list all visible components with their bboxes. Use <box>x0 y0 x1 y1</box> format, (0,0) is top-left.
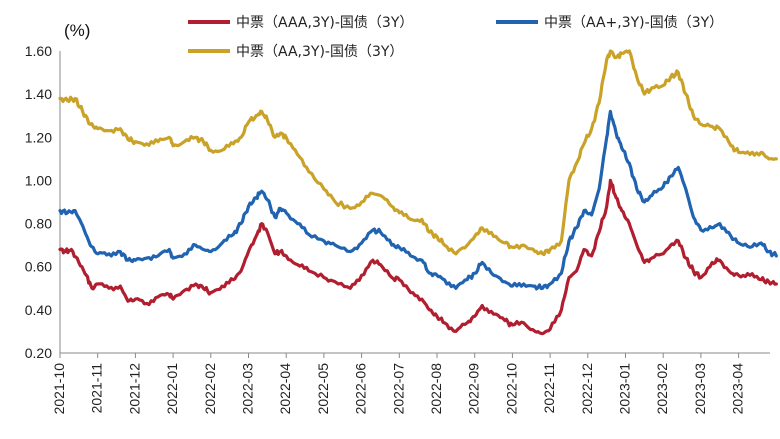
legend-item-aa: 中票（AA,3Y)-国债（3Y） <box>188 44 403 60</box>
series-line-aa-plus <box>58 109 778 291</box>
y-tick-label: 1.40 <box>25 86 52 102</box>
y-tick-label: 1.20 <box>25 129 52 145</box>
x-tick-label: 2021-12 <box>126 363 142 415</box>
x-tick-label: 2022-09 <box>466 363 482 415</box>
y-tick-label: 0.20 <box>25 345 52 361</box>
y-tick-label: 0.60 <box>25 259 52 275</box>
x-tick-label: 2021-11 <box>89 363 105 414</box>
x-tick-label: 2023-03 <box>692 363 708 415</box>
x-tick-label: 2022-02 <box>202 363 218 415</box>
legend-item-aaa: 中票（AAA,3Y)-国债（3Y） <box>188 15 413 31</box>
y-tick-label: 1.00 <box>25 172 52 188</box>
legend-label-aaa: 中票（AAA,3Y)-国债（3Y） <box>236 15 413 31</box>
y-unit-label: (%) <box>64 21 90 40</box>
x-tick-label: 2022-12 <box>579 363 595 415</box>
x-tick-label: 2022-03 <box>240 363 256 415</box>
x-tick-label: 2023-04 <box>730 363 746 415</box>
y-tick-label: 1.60 <box>25 43 52 59</box>
series-line-aa <box>58 49 778 257</box>
x-tick-label: 2022-06 <box>353 363 369 415</box>
x-tick-label: 2023-01 <box>617 363 633 415</box>
legend: 中票（AAA,3Y)-国债（3Y） 中票（AA+,3Y)-国债（3Y） 中票（A… <box>188 15 723 60</box>
series-layer <box>58 49 778 336</box>
x-axis: 2021-10 2021-11 2021-12 2022-01 2022-02 2022-… <box>51 352 770 415</box>
legend-label-aa: 中票（AA,3Y)-国债（3Y） <box>236 44 403 60</box>
y-axis: 0.20 0.40 0.60 0.80 1.00 1.20 1.40 1.60 <box>25 43 61 361</box>
x-tick-label: 2022-05 <box>315 363 331 415</box>
x-tick-label: 2022-08 <box>428 363 444 415</box>
x-tick-label: 2022-04 <box>277 363 293 415</box>
legend-label-aa-plus: 中票（AA+,3Y)-国债（3Y） <box>544 15 723 31</box>
x-tick-label: 2021-10 <box>51 363 67 415</box>
legend-item-aa-plus: 中票（AA+,3Y)-国债（3Y） <box>496 15 723 31</box>
x-tick-label: 2023-02 <box>654 363 670 415</box>
x-tick-label: 2022-01 <box>164 363 180 415</box>
x-tick-label: 2022-10 <box>503 363 519 415</box>
series-line-aaa <box>58 178 778 336</box>
x-tick-label: 2022-07 <box>390 363 406 415</box>
x-tick-label: 2022-11 <box>541 363 557 414</box>
y-tick-label: 0.80 <box>25 216 52 232</box>
y-tick-label: 0.40 <box>25 302 52 318</box>
